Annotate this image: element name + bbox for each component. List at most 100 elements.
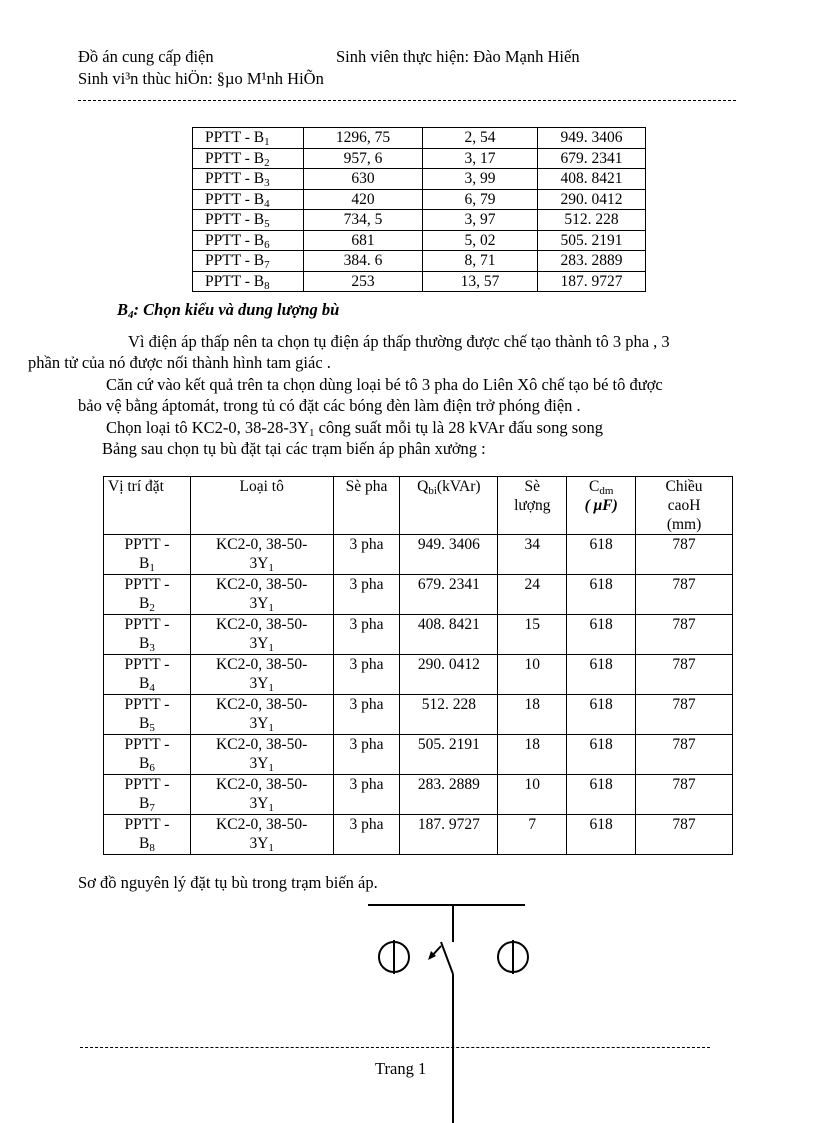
cell-height: 787 — [635, 574, 733, 615]
paragraph-3: Chọn loại tô KC2-0, 38-28-3Y1 công suất … — [106, 418, 603, 439]
cell-type: KC2-0, 38-50- 3Y1 — [189, 734, 334, 775]
cell-quantity: 10 — [497, 654, 568, 695]
cell-value: 3, 97 — [422, 209, 538, 231]
cell-q: 187. 9727 — [399, 814, 499, 855]
cell-value: 6, 79 — [422, 188, 538, 210]
cell-power: 1296, 75 — [303, 127, 423, 149]
cell-station: PPTT - B5 — [192, 209, 304, 231]
cell-q: 949. 3406 — [399, 534, 499, 575]
cell-power: 253 — [303, 270, 423, 292]
cell-phase: 3 pha — [332, 774, 401, 815]
header-quantity: Sè lượng — [497, 476, 568, 535]
cell-qbu: 408. 8421 — [537, 168, 646, 190]
cell-type: KC2-0, 38-50- 3Y1 — [189, 654, 334, 695]
cell-capacitance: 618 — [566, 734, 637, 775]
cell-station: PPTT - B3 — [192, 168, 304, 190]
cell-position: PPTT - B3 — [103, 614, 191, 655]
cell-height: 787 — [635, 654, 733, 695]
table-row: PPTT - B1 1296, 75 2, 54 949. 3406 — [192, 127, 646, 149]
cell-value: 8, 71 — [422, 250, 538, 272]
header-q: Qbi(kVAr) — [399, 476, 499, 535]
cell-station: PPTT - B4 — [192, 188, 304, 210]
cell-q: 505. 2191 — [399, 734, 499, 775]
table-row: PPTT - B7 KC2-0, 38-50- 3Y1 3 pha 283. 288… — [103, 774, 733, 815]
cell-q: 512. 228 — [399, 694, 499, 735]
cell-quantity: 24 — [497, 574, 568, 615]
cell-type: KC2-0, 38-50- 3Y1 — [189, 614, 334, 655]
cell-phase: 3 pha — [332, 614, 401, 655]
cell-type: KC2-0, 38-50- 3Y1 — [189, 534, 334, 575]
switch-blade — [440, 941, 454, 975]
cell-station: PPTT - B6 — [192, 229, 304, 251]
cell-phase: 3 pha — [332, 734, 401, 775]
table-row: PPTT - B3 KC2-0, 38-50- 3Y1 3 pha 408. 842… — [103, 614, 733, 655]
load-table: PPTT - B1 1296, 75 2, 54 949. 3406 PPTT -… — [192, 127, 646, 292]
cell-capacitance: 618 — [566, 654, 637, 695]
paragraph-4: Bảng sau chọn tụ bù đặt tại các trạm biế… — [102, 439, 486, 458]
table-row: PPTT - B4 420 6, 79 290. 0412 — [192, 188, 646, 210]
cell-phase: 3 pha — [332, 694, 401, 735]
cell-height: 787 — [635, 774, 733, 815]
table-row: PPTT - B6 681 5, 02 505. 2191 — [192, 229, 646, 251]
table-row: PPTT - B5 734, 5 3, 97 512. 228 — [192, 209, 646, 231]
cell-phase: 3 pha — [332, 534, 401, 575]
cell-position: PPTT - B6 — [103, 734, 191, 775]
cell-qbu: 283. 2889 — [537, 250, 646, 272]
cell-quantity: 34 — [497, 534, 568, 575]
cell-capacitance: 618 — [566, 774, 637, 815]
cell-value: 3, 99 — [422, 168, 538, 190]
table-row: PPTT - B5 KC2-0, 38-50- 3Y1 3 pha 512. 228… — [103, 694, 733, 735]
cell-value: 3, 17 — [422, 147, 538, 169]
arrow-head-icon — [428, 951, 436, 960]
cell-height: 787 — [635, 814, 733, 855]
cell-phase: 3 pha — [332, 574, 401, 615]
compensation-diagram — [368, 904, 529, 1123]
cell-station: PPTT - B1 — [192, 127, 304, 149]
cell-capacitance: 618 — [566, 534, 637, 575]
cell-position: PPTT - B2 — [103, 574, 191, 615]
table-row: PPTT - B8 KC2-0, 38-50- 3Y1 3 pha 187. 972… — [103, 814, 733, 855]
table-row: PPTT - B2 KC2-0, 38-50- 3Y1 3 pha 679. 234… — [103, 574, 733, 615]
cell-station: PPTT - B2 — [192, 147, 304, 169]
table-row: PPTT - B4 KC2-0, 38-50- 3Y1 3 pha 290. 041… — [103, 654, 733, 695]
table-row: PPTT - B6 KC2-0, 38-50- 3Y1 3 pha 505. 219… — [103, 734, 733, 775]
table-row: PPTT - B7 384. 6 8, 71 283. 2889 — [192, 250, 646, 272]
cell-quantity: 7 — [497, 814, 568, 855]
cell-station: PPTT - B7 — [192, 250, 304, 272]
cell-type: KC2-0, 38-50- 3Y1 — [189, 694, 334, 735]
cell-height: 787 — [635, 734, 733, 775]
cell-qbu: 512. 228 — [537, 209, 646, 231]
cell-qbu: 187. 9727 — [537, 270, 646, 292]
cell-position: PPTT - B5 — [103, 694, 191, 735]
cell-type: KC2-0, 38-50- 3Y1 — [189, 574, 334, 615]
cell-position: PPTT - B4 — [103, 654, 191, 695]
cell-power: 384. 6 — [303, 250, 423, 272]
cell-capacitance: 618 — [566, 614, 637, 655]
cell-position: PPTT - B7 — [103, 774, 191, 815]
table-header-row: Vị trí đặt Loại tô Sè pha Qbi(kVAr) Sè lư… — [103, 476, 733, 535]
cell-quantity: 15 — [497, 614, 568, 655]
cell-value: 2, 54 — [422, 127, 538, 149]
paragraph-2: Căn cứ vào kết quả trên ta chọn dùng loạ… — [78, 375, 663, 415]
footer-divider — [80, 1047, 710, 1048]
header-phase: Sè pha — [332, 476, 401, 535]
cell-capacitance: 618 — [566, 574, 637, 615]
cell-value: 13, 57 — [422, 270, 538, 292]
page-number: Trang 1 — [375, 1059, 431, 1079]
header-height: Chiều caoH (mm) — [635, 476, 733, 535]
cell-power: 957, 6 — [303, 147, 423, 169]
cell-power: 681 — [303, 229, 423, 251]
cell-phase: 3 pha — [332, 814, 401, 855]
paragraph-1: Vì điện áp thấp nên ta chọn tụ điện áp t… — [28, 332, 670, 372]
header-capacitance: Cdm( μF) — [566, 476, 637, 535]
cell-power: 420 — [303, 188, 423, 210]
cell-type: KC2-0, 38-50- 3Y1 — [189, 774, 334, 815]
header-position: Vị trí đặt — [103, 476, 191, 535]
cell-height: 787 — [635, 534, 733, 575]
cell-type: KC2-0, 38-50- 3Y1 — [189, 814, 334, 855]
table-row: PPTT - B3 630 3, 99 408. 8421 — [192, 168, 646, 190]
cell-quantity: 18 — [497, 694, 568, 735]
cell-qbu: 949. 3406 — [537, 127, 646, 149]
cell-position: PPTT - B1 — [103, 534, 191, 575]
